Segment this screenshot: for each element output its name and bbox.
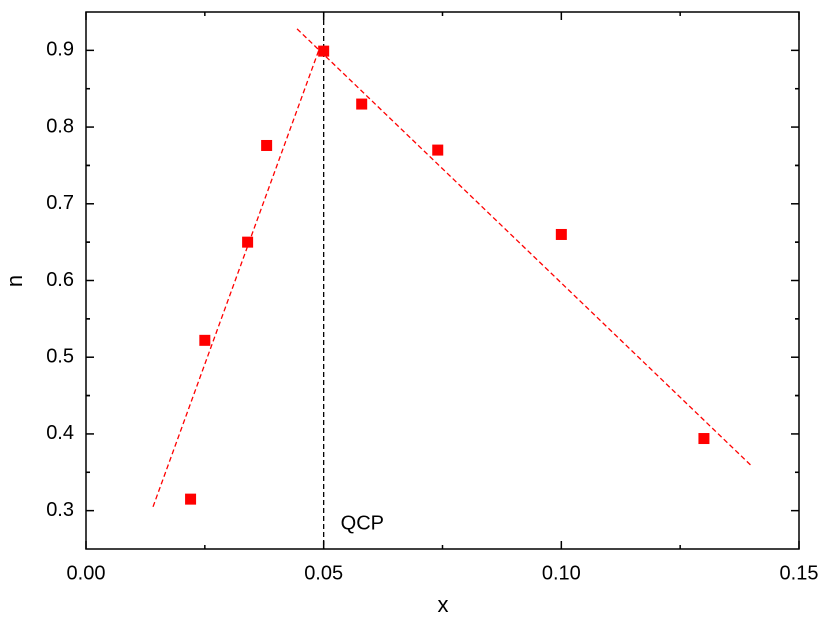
y-tick-label: 0.4: [46, 422, 74, 444]
y-tick-label: 0.5: [46, 345, 74, 367]
x-tick-label: 0.05: [304, 562, 343, 584]
data-point: [242, 236, 254, 248]
data-point: [185, 493, 197, 505]
data-point: [555, 228, 567, 240]
data-point: [318, 45, 330, 57]
data-point: [698, 433, 710, 445]
data-point: [261, 139, 273, 151]
data-point: [199, 334, 211, 346]
x-tick-label: 0.00: [67, 562, 106, 584]
y-tick-label: 0.9: [46, 39, 74, 61]
x-axis-label: x: [438, 592, 449, 617]
data-point: [432, 144, 444, 156]
y-tick-label: 0.7: [46, 192, 74, 214]
data-point: [356, 98, 368, 110]
plot-frame: [85, 11, 800, 550]
y-tick-label: 0.6: [46, 269, 74, 291]
y-tick-label: 0.8: [46, 115, 74, 137]
annotation: QCP: [341, 512, 384, 534]
x-tick-label: 0.10: [542, 562, 581, 584]
fit-line: [152, 47, 321, 508]
y-tick-label: 0.3: [46, 499, 74, 521]
y-axis-label: n: [2, 275, 27, 287]
fit-line: [296, 28, 752, 466]
x-tick-label: 0.15: [780, 562, 819, 584]
